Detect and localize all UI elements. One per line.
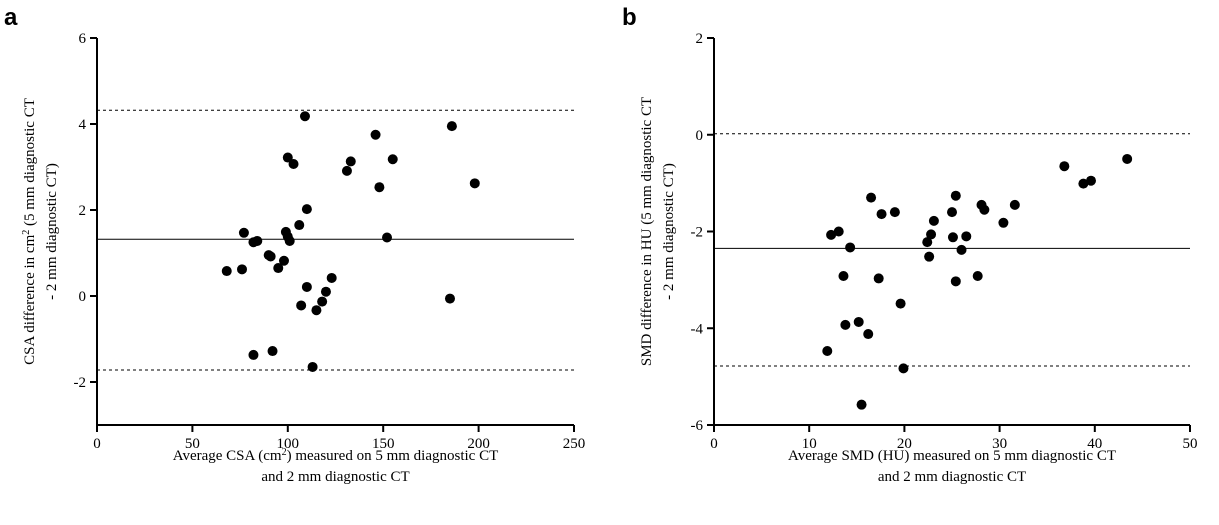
data-point (267, 346, 278, 357)
data-point (1122, 153, 1133, 164)
data-point (950, 190, 961, 201)
x-tick-label: 50 (185, 436, 200, 452)
data-point (922, 237, 933, 248)
data-point (444, 293, 455, 304)
data-point (863, 329, 874, 340)
x-tick-label: 100 (277, 436, 300, 452)
y-tick-label: 0 (79, 289, 87, 305)
data-point (961, 231, 972, 242)
data-point (838, 271, 849, 282)
data-point (856, 399, 867, 410)
x-tick-label: 150 (372, 436, 395, 452)
data-point (845, 242, 856, 253)
y-tick-label: 2 (696, 31, 704, 47)
data-point (248, 349, 259, 360)
data-point (370, 129, 381, 140)
y-axis-title-line-2: - 2 mm diagnostic CT) (661, 163, 677, 300)
data-point (1085, 175, 1096, 186)
data-point (273, 263, 284, 274)
y-tick-label: 0 (696, 128, 704, 144)
data-point (288, 158, 299, 169)
data-point (873, 273, 884, 284)
data-point (889, 207, 900, 218)
data-point (928, 215, 939, 226)
x-axis-title-line-1: Average SMD (HU) measured on 5 mm diagno… (788, 448, 1116, 464)
data-point (826, 229, 837, 240)
data-point (382, 232, 393, 243)
data-point (924, 251, 935, 262)
x-tick-label: 0 (93, 436, 101, 452)
data-point (876, 209, 887, 220)
panel-label: b (622, 4, 637, 31)
x-tick-label: 250 (563, 436, 586, 452)
data-point (1009, 199, 1020, 210)
data-point (299, 111, 310, 122)
data-point (956, 244, 967, 255)
data-point (387, 154, 398, 165)
data-point (252, 235, 263, 246)
data-point (345, 156, 356, 167)
x-axis-title-line-2: and 2 mm diagnostic CT (261, 469, 409, 485)
data-point (950, 276, 961, 287)
panel-label: a (4, 4, 18, 31)
data-point (1059, 161, 1070, 172)
y-tick-label: -4 (691, 321, 704, 337)
data-point (947, 207, 957, 218)
data-point (284, 235, 295, 246)
data-point (238, 227, 249, 238)
data-point (853, 316, 864, 327)
data-point (301, 204, 312, 215)
y-tick-label: -2 (691, 225, 704, 241)
data-point (898, 363, 909, 374)
data-point (926, 229, 937, 240)
data-point (221, 266, 232, 277)
data-point (278, 255, 289, 266)
data-point (972, 271, 983, 282)
x-axis-title-line-2: and 2 mm diagnostic CT (878, 469, 1026, 485)
data-point (822, 345, 833, 356)
data-point (446, 121, 457, 132)
data-point (282, 152, 293, 163)
y-tick-label: -6 (691, 418, 704, 434)
data-point (1078, 178, 1089, 189)
data-point (294, 220, 305, 231)
data-point (833, 226, 844, 237)
y-tick-label: 4 (79, 117, 87, 133)
data-point (265, 251, 276, 262)
x-tick-label: 50 (1183, 436, 1198, 452)
data-point (840, 319, 851, 330)
y-tick-label: -2 (74, 375, 87, 391)
data-point (317, 296, 328, 307)
data-point (341, 165, 352, 176)
x-tick-label: 40 (1087, 436, 1102, 452)
data-point (374, 182, 385, 193)
data-point (469, 178, 480, 189)
data-point (296, 300, 307, 311)
y-tick-label: 6 (79, 31, 87, 47)
x-tick-label: 20 (897, 436, 912, 452)
data-point (326, 272, 337, 283)
x-tick-label: 30 (992, 436, 1007, 452)
data-point (237, 264, 248, 275)
y-axis-title-line-1: SMD difference in HU (5 mm diagnostic CT (639, 97, 655, 366)
y-tick-label: 2 (79, 203, 87, 219)
x-axis-title-line-1: Average CSA (cm2) measured on 5 mm diagn… (173, 447, 499, 465)
y-axis-title-line-1: CSA difference in cm2 (5 mm diagnostic C… (21, 98, 39, 365)
data-point (998, 217, 1009, 228)
x-tick-label: 10 (802, 436, 817, 452)
data-point (895, 298, 906, 309)
data-point (947, 232, 958, 243)
x-tick-label: 200 (467, 436, 490, 452)
panel-a: a -2 0 2 4 6 0 50 100 150 200 250 Average CSA (cm2) … (4, 4, 585, 485)
y-axis-title-line-2: - 2 mm diagnostic CT) (44, 163, 60, 300)
data-point (320, 286, 331, 297)
data-point (301, 281, 312, 292)
data-point (307, 361, 318, 372)
data-point (311, 305, 322, 316)
data-point (979, 204, 990, 215)
data-point (866, 192, 877, 203)
x-tick-label: 0 (710, 436, 718, 452)
